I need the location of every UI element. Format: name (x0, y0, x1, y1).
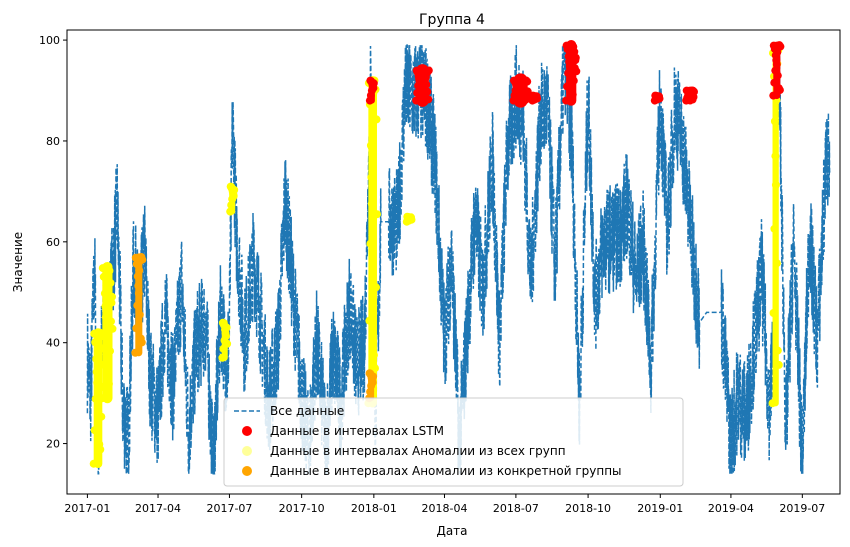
x-axis-label: Дата (436, 524, 467, 538)
y-tick-label: 40 (46, 337, 60, 350)
x-tick-label: 2019-07 (779, 502, 825, 515)
legend-label: Данные в интервалах LSTM (270, 424, 444, 438)
legend-swatch-dot (242, 466, 252, 476)
chart-title: Группа 4 (419, 12, 485, 28)
x-tick-label: 2019-01 (637, 502, 683, 515)
plot-frame (66, 29, 841, 495)
legend-label: Данные в интервалах Аномалии из всех гру… (270, 444, 566, 458)
x-tick-label: 2017-01 (64, 502, 110, 515)
x-tick-label: 2018-10 (565, 502, 611, 515)
legend: Все данные Данные в интервалах LSTM Данные… (223, 397, 684, 487)
y-tick-label: 80 (46, 135, 60, 148)
legend-label: Все данные (270, 404, 344, 418)
x-tick-label: 2019-04 (708, 502, 754, 515)
legend-swatch-dot (242, 426, 252, 436)
legend-box (223, 397, 684, 487)
x-tick-label: 2017-10 (279, 502, 325, 515)
x-tick-label: 2018-07 (493, 502, 539, 515)
x-tick-label: 2018-04 (421, 502, 467, 515)
x-tick-label: 2018-01 (351, 502, 397, 515)
y-tick-label: 100 (39, 34, 60, 47)
y-tick-label: 20 (46, 438, 60, 451)
legend-label: Данные в интервалах Аномалии из конкретн… (270, 464, 622, 478)
x-tick-label: 2017-04 (135, 502, 181, 515)
y-tick-label: 60 (46, 236, 60, 249)
x-tick-label: 2017-07 (206, 502, 252, 515)
legend-swatch-dot (242, 446, 252, 456)
y-axis-label: Значение (11, 232, 25, 292)
